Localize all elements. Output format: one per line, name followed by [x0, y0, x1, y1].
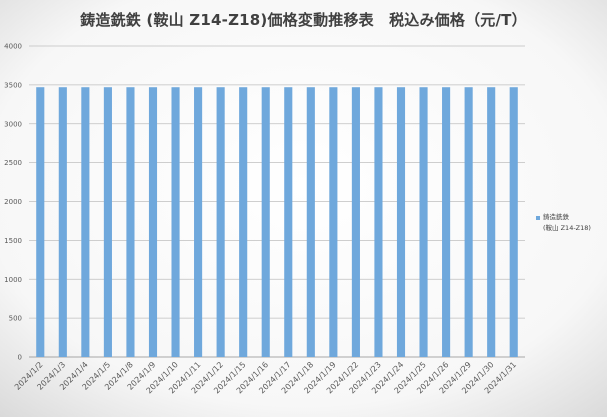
bar	[261, 87, 270, 358]
bar	[126, 87, 135, 358]
y-tick-label: 3500	[4, 81, 22, 89]
bar	[464, 87, 473, 358]
y-tick-label: 500	[9, 315, 22, 323]
bar	[419, 87, 428, 358]
y-tick-label: 0	[18, 354, 22, 362]
bar	[374, 87, 383, 358]
bar	[306, 87, 315, 358]
bar	[103, 87, 112, 358]
legend-label-line1: 鋳造銑鉄	[543, 213, 569, 221]
bar	[284, 87, 293, 358]
y-tick-label: 1500	[4, 237, 22, 245]
bar	[194, 87, 203, 358]
bar	[351, 87, 360, 358]
bar	[509, 87, 518, 358]
legend-label-line2: (鞍山 Z14-Z18)	[543, 224, 591, 232]
bar	[81, 87, 90, 358]
bar	[442, 87, 451, 358]
y-tick-label: 2000	[4, 198, 22, 206]
bar	[171, 87, 180, 358]
bar	[487, 87, 496, 358]
bar	[329, 87, 338, 358]
y-tick-label: 4000	[4, 43, 22, 51]
y-tick-label: 3000	[4, 120, 22, 128]
chart-title: 鋳造銑鉄 (鞍山 Z14-Z18)価格変動推移表 税込み価格（元/T）	[80, 11, 527, 29]
bar	[216, 87, 225, 358]
legend: 鋳造銑鉄 (鞍山 Z14-Z18)	[536, 212, 602, 234]
bar	[148, 87, 158, 358]
y-tick-label: 2500	[4, 159, 22, 167]
legend-swatch	[536, 215, 540, 220]
bar	[58, 87, 67, 358]
bar	[239, 87, 248, 358]
bar	[396, 87, 406, 358]
y-tick-label: 1000	[4, 276, 22, 284]
bar	[36, 87, 45, 358]
